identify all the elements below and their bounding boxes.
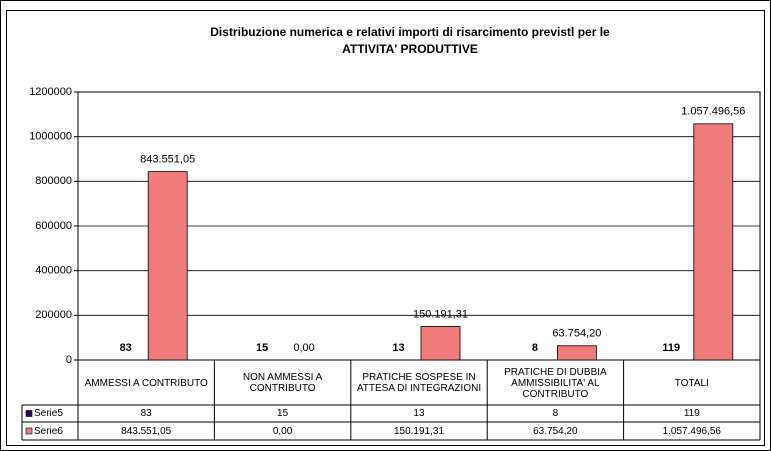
data-label: 15	[256, 342, 268, 354]
y-tick-label: 1000000	[29, 131, 72, 143]
data-label: 150.191,31	[413, 308, 468, 320]
y-tick-label: 1200000	[29, 86, 72, 98]
table-value: 119	[683, 408, 700, 419]
chart-frame	[6, 10, 765, 446]
table-value: 83	[140, 408, 152, 419]
chart-title: ATTIVITA' PRODUTTIVE	[342, 42, 478, 56]
table-value: 15	[277, 408, 289, 419]
bar	[420, 326, 461, 361]
legend-label: Serie6	[34, 425, 63, 437]
table-value: 1.057.496,56	[662, 425, 721, 437]
y-tick-label: 800000	[35, 175, 72, 187]
data-label: 13	[392, 342, 404, 354]
data-label: 63.754,20	[552, 328, 601, 340]
y-tick-label: 400000	[35, 265, 72, 277]
x-category-label: NON AMMESSI A CONTRIBUTO	[242, 372, 323, 394]
table-value: 150.191,31	[393, 425, 445, 437]
data-label: 843.551,05	[140, 154, 195, 166]
x-category-label: PRATICHE DI DUBBIA AMMISSIBILITA' AL CON…	[504, 366, 607, 400]
x-category-label: PRATICHE SOSPESE IN ATTESA DI INTEGRAZIO…	[356, 372, 482, 394]
bar	[693, 123, 734, 361]
data-label: 8	[532, 342, 538, 354]
x-category-label: AMMESSI A CONTRIBUTO	[84, 377, 208, 389]
table-value: 63.754,20	[533, 425, 578, 437]
table-value: 0,00	[272, 425, 293, 437]
bar	[147, 171, 188, 361]
table-value: 13	[413, 408, 425, 419]
data-label: 0,00	[293, 342, 314, 354]
data-label: 1.057.496,56	[681, 106, 745, 118]
y-tick-label: 600000	[35, 220, 72, 232]
legend-key	[25, 410, 33, 417]
table-value: 8	[552, 408, 559, 419]
plot-area	[77, 91, 761, 361]
x-category-label: TOTALI	[674, 377, 709, 389]
y-tick-label: 0	[66, 354, 72, 366]
data-label: 119	[662, 342, 680, 354]
table-value: 843.551,05	[121, 425, 172, 437]
y-tick-label: 200000	[35, 309, 72, 321]
legend-key	[25, 427, 33, 435]
data-label: 83	[120, 342, 132, 354]
bar	[557, 345, 597, 361]
chart-title: Distribuzione numerica e relativi import…	[210, 25, 610, 39]
legend-label: Serie5	[34, 408, 63, 419]
